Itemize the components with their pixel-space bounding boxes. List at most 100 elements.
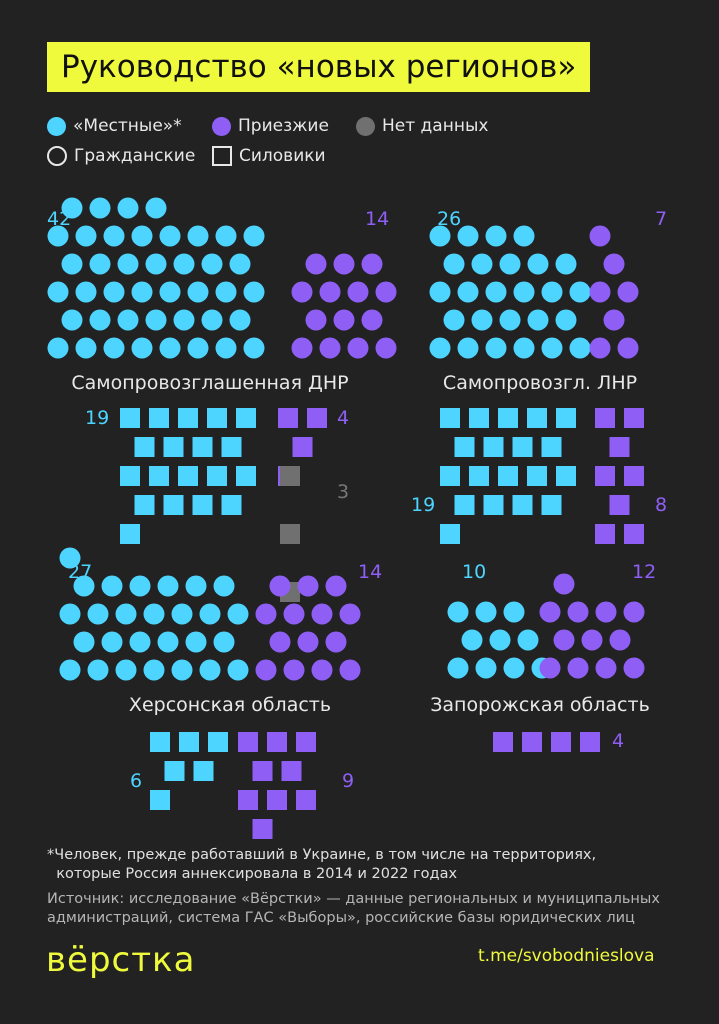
civil-dot <box>117 253 139 275</box>
civil-dot <box>75 337 97 359</box>
security-square <box>208 732 228 752</box>
security-square <box>595 408 615 428</box>
civil-dot <box>171 603 193 625</box>
telegram-link[interactable]: t.me/svobodnieslova <box>478 946 655 966</box>
civil-dot <box>87 603 109 625</box>
civil-dot <box>569 281 591 303</box>
civil-dot <box>103 281 125 303</box>
security-square <box>483 437 504 457</box>
civil-dot <box>589 281 611 303</box>
civil-dot <box>347 281 369 303</box>
security-square <box>236 408 256 428</box>
civil-dot <box>333 309 355 331</box>
civil-dot <box>489 629 511 651</box>
civil-dot <box>375 337 397 359</box>
civil-dot <box>117 197 139 219</box>
civil-dot <box>73 575 95 597</box>
security-square <box>207 408 227 428</box>
civil-dot <box>187 225 209 247</box>
civil-dot <box>59 659 81 681</box>
civil-dot <box>595 601 617 623</box>
civil-dot <box>159 337 181 359</box>
security-square <box>149 466 169 486</box>
security-square <box>238 732 258 752</box>
civil-dot <box>61 253 83 275</box>
circle-icon <box>212 116 231 136</box>
security-square <box>281 761 302 781</box>
civil-dot <box>569 337 591 359</box>
security-square <box>498 466 518 486</box>
square-outline-icon <box>212 146 232 166</box>
count-label: 19 <box>411 494 436 516</box>
legend-arrived: Приезжие <box>212 116 329 136</box>
civil-dot <box>555 309 577 331</box>
civil-dot <box>103 337 125 359</box>
civil-dot <box>173 309 195 331</box>
civil-dot <box>429 281 451 303</box>
security-square <box>595 466 615 486</box>
security-square <box>527 408 547 428</box>
civil-dot <box>187 281 209 303</box>
count-label: 14 <box>358 561 383 583</box>
civil-dot <box>255 603 277 625</box>
civil-dot <box>447 601 469 623</box>
civil-dot <box>539 601 561 623</box>
civil-dot <box>229 253 251 275</box>
security-square <box>193 761 214 781</box>
civil-dot <box>457 225 479 247</box>
count-label: 3 <box>337 481 350 503</box>
civil-dot <box>517 629 539 651</box>
security-square <box>164 761 185 781</box>
civil-dot <box>457 337 479 359</box>
security-square <box>238 790 258 810</box>
civil-dot <box>305 309 327 331</box>
civil-dot <box>291 281 313 303</box>
civil-dot <box>361 309 383 331</box>
civil-dot <box>117 309 139 331</box>
region-label: Самопровозглашенная ДНР <box>71 372 349 394</box>
source-line: Источник: исследование «Вёрстки» — данны… <box>47 891 660 907</box>
civil-dot <box>291 337 313 359</box>
security-square <box>527 466 547 486</box>
circle-icon <box>47 116 66 136</box>
legend-label: Приезжие <box>238 116 329 136</box>
source-line: администраций, система ГАС «Выборы», рос… <box>47 910 635 926</box>
civil-dot <box>319 281 341 303</box>
civil-dot <box>243 281 265 303</box>
civil-dot <box>471 309 493 331</box>
civil-dot <box>283 603 305 625</box>
civil-dot <box>59 603 81 625</box>
civil-dot <box>589 337 611 359</box>
civil-dot <box>319 337 341 359</box>
security-square <box>609 437 630 457</box>
civil-dot <box>475 657 497 679</box>
circle-icon <box>356 116 375 136</box>
civil-dot <box>539 657 561 679</box>
legend-label: Силовики <box>239 146 326 166</box>
civil-dot <box>131 337 153 359</box>
security-square <box>120 524 140 544</box>
civil-dot <box>429 225 451 247</box>
civil-dot <box>553 629 575 651</box>
civil-dot <box>73 631 95 653</box>
count-label: 4 <box>337 407 350 429</box>
civil-dot <box>297 631 319 653</box>
security-square <box>624 408 644 428</box>
civil-dot <box>61 309 83 331</box>
security-square <box>469 408 489 428</box>
civil-dot <box>513 225 535 247</box>
civil-dot <box>129 631 151 653</box>
count-label: 26 <box>437 208 462 230</box>
civil-dot <box>201 309 223 331</box>
legend-local: «Местные»* <box>47 116 182 136</box>
civil-dot <box>187 337 209 359</box>
legend-civil: Гражданские <box>47 146 195 166</box>
security-square <box>134 437 155 457</box>
security-square <box>280 524 300 544</box>
legend-security: Силовики <box>212 146 326 166</box>
civil-dot <box>485 225 507 247</box>
civil-dot <box>311 659 333 681</box>
count-label: 6 <box>130 770 143 792</box>
civil-dot <box>297 575 319 597</box>
civil-dot <box>513 281 535 303</box>
